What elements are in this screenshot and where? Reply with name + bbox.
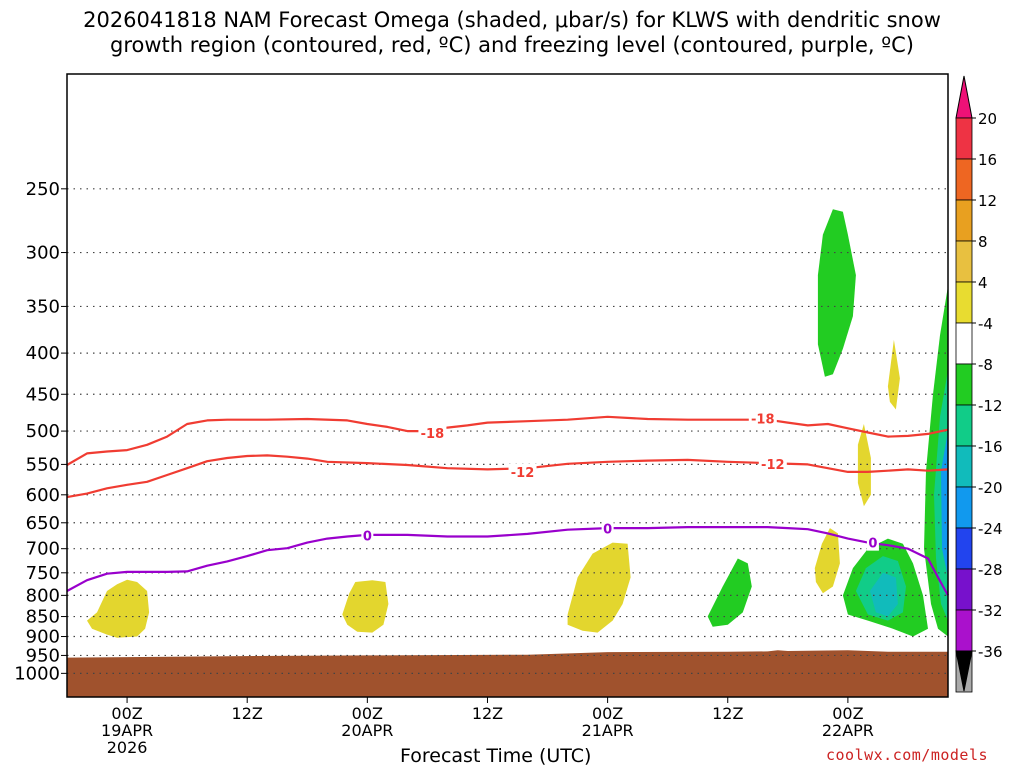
freezing-level-contour-0 bbox=[66, 525, 949, 596]
colorbar-label: -20 bbox=[978, 479, 1003, 497]
contour-label: -18 bbox=[421, 427, 445, 442]
colorbar-segment bbox=[955, 404, 973, 447]
contour-label-bg bbox=[601, 520, 614, 537]
y-tick-label: 900 bbox=[26, 627, 60, 648]
colorbar-segment bbox=[955, 117, 973, 160]
colorbar-segment bbox=[955, 568, 973, 611]
omega-region-yellow-blob-21apr bbox=[567, 542, 631, 633]
colorbar-segment bbox=[955, 445, 973, 488]
y-tick-label: 800 bbox=[26, 585, 60, 606]
colorbar-label: -16 bbox=[978, 438, 1003, 456]
contour-label-bg bbox=[748, 410, 777, 427]
terrain-ground bbox=[67, 650, 948, 697]
y-tick-label: 950 bbox=[26, 645, 60, 666]
y-tick-label: 650 bbox=[26, 513, 60, 534]
x-tick-label: 19APR bbox=[101, 721, 153, 740]
contour-label: 0 bbox=[868, 537, 877, 552]
contour-label-bg bbox=[361, 527, 374, 544]
colorbar-label: 8 bbox=[978, 233, 988, 251]
contour-label: -12 bbox=[761, 458, 785, 473]
colorbar-label: 4 bbox=[978, 274, 988, 292]
omega-region-green-lower-a bbox=[707, 558, 752, 627]
contour-label-bg bbox=[758, 455, 787, 472]
omega-region-green-upper bbox=[817, 209, 856, 377]
colorbar-label: -36 bbox=[978, 643, 1003, 661]
colorbar-label: 12 bbox=[978, 192, 997, 210]
x-tick-label: 00Z bbox=[111, 704, 142, 723]
x-tick-label: 00Z bbox=[592, 704, 623, 723]
dgz-contour--12 bbox=[66, 454, 949, 499]
colorbar-label: 20 bbox=[978, 110, 997, 128]
x-tick-label: 12Z bbox=[712, 704, 743, 723]
x-tick-label: 12Z bbox=[232, 704, 263, 723]
contour-label-bg bbox=[866, 534, 879, 551]
colorbar-segment bbox=[955, 609, 973, 652]
dgz-contour--18 bbox=[66, 415, 949, 466]
colorbar-top-triangle bbox=[955, 75, 973, 119]
contour-label-bg bbox=[418, 425, 447, 442]
colorbar-label: 16 bbox=[978, 151, 997, 169]
y-tick-label: 700 bbox=[26, 539, 60, 560]
y-tick-label: 300 bbox=[26, 243, 60, 264]
x-tick-label: 00Z bbox=[352, 704, 383, 723]
omega-region-yellow-small-b bbox=[857, 424, 871, 507]
x-tick-label: 00Z bbox=[832, 704, 863, 723]
y-tick-label: 1000 bbox=[14, 663, 60, 684]
y-tick-label: 400 bbox=[26, 343, 60, 364]
y-tick-label: 750 bbox=[26, 563, 60, 584]
omega-region-yellow-small-a bbox=[814, 528, 840, 594]
colorbar-label: -24 bbox=[978, 520, 1003, 538]
colorbar-label: -12 bbox=[978, 397, 1003, 415]
colorbar-label: -4 bbox=[978, 315, 993, 333]
omega-region-blue-right-column bbox=[941, 431, 948, 578]
contour-label-bg bbox=[508, 463, 537, 480]
chart-title-line1: 2026041818 NAM Forecast Omega (shaded, μ… bbox=[83, 8, 941, 32]
contour-label: 0 bbox=[603, 523, 612, 538]
x-tick-label: 21APR bbox=[582, 721, 634, 740]
contour-label: -18 bbox=[751, 412, 775, 427]
y-tick-label: 350 bbox=[26, 296, 60, 317]
colorbar-segment bbox=[955, 199, 973, 242]
colorbar-segment bbox=[955, 281, 973, 324]
contour-label: 0 bbox=[363, 529, 372, 544]
x-tick-label: 2026 bbox=[107, 738, 148, 757]
y-tick-label: 500 bbox=[26, 421, 60, 442]
colorbar-segment bbox=[955, 527, 973, 570]
omega-region-yellow-blob-20apr bbox=[342, 580, 389, 633]
x-tick-label: 20APR bbox=[341, 721, 393, 740]
credit-text: coolwx.com/models bbox=[826, 746, 989, 764]
x-tick-label: 22APR bbox=[822, 721, 874, 740]
colorbar-label: -28 bbox=[978, 561, 1003, 579]
colorbar-segment bbox=[955, 363, 973, 406]
contour-label: -12 bbox=[511, 466, 535, 481]
chart-title-line2: growth region (contoured, red, ºC) and f… bbox=[110, 33, 914, 57]
colorbar-segment bbox=[955, 240, 973, 283]
colorbar-segment bbox=[955, 158, 973, 201]
colorbar-bottom-triangle bbox=[955, 650, 973, 692]
colorbar-segment bbox=[955, 322, 973, 365]
y-tick-label: 550 bbox=[26, 454, 60, 475]
y-tick-label: 450 bbox=[26, 384, 60, 405]
colorbar-label: -32 bbox=[978, 602, 1003, 620]
y-tick-label: 600 bbox=[26, 485, 60, 506]
x-tick-label: 12Z bbox=[472, 704, 503, 723]
omega-region-yellow-small-c bbox=[887, 339, 900, 410]
colorbar-label: -8 bbox=[978, 356, 993, 374]
colorbar-segment bbox=[955, 486, 973, 529]
omega-region-yellow-blob-19apr bbox=[87, 579, 150, 638]
y-tick-label: 850 bbox=[26, 607, 60, 628]
plot-frame bbox=[66, 73, 949, 698]
x-axis-title: Forecast Time (UTC) bbox=[400, 745, 592, 767]
y-tick-label: 250 bbox=[26, 179, 60, 200]
omega-region-cyan-lower bbox=[869, 572, 898, 617]
